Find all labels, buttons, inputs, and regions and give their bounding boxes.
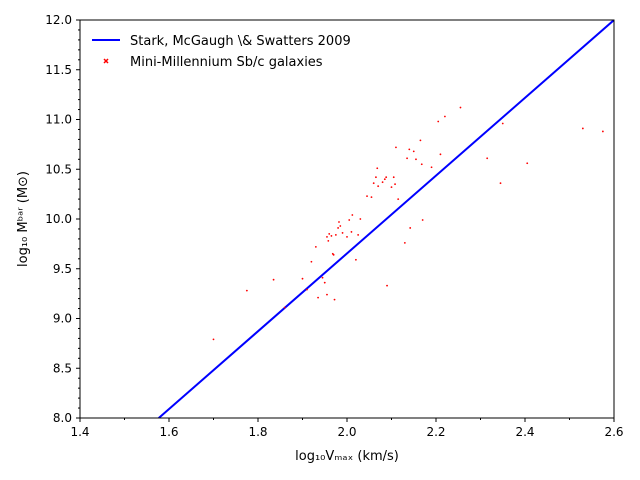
scatter-point xyxy=(385,176,388,179)
scatter-point xyxy=(501,122,504,125)
scatter-point xyxy=(415,158,417,161)
scatter-point xyxy=(317,296,319,299)
scatter-point xyxy=(334,234,337,236)
x-tick-label: 1.4 xyxy=(70,425,89,439)
scatter-point xyxy=(581,127,584,130)
scatter-point xyxy=(321,276,324,279)
legend-label-line: Stark, McGaugh \& Swatters 2009 xyxy=(130,34,351,49)
plot-frame xyxy=(79,19,615,419)
scatter-point xyxy=(333,298,336,301)
scatter-point xyxy=(437,120,440,123)
x-tick-label: 2.4 xyxy=(515,425,534,439)
scatter-point xyxy=(444,115,446,118)
scatter-point xyxy=(212,338,215,341)
scatter-point xyxy=(381,181,384,184)
y-tick-label: 11.5 xyxy=(45,63,72,77)
scatter-point xyxy=(332,253,335,256)
plot-marks xyxy=(158,20,614,418)
scatter-point xyxy=(601,130,604,133)
x-tick-label: 2.0 xyxy=(337,425,356,439)
scatter-point xyxy=(386,284,388,287)
scatter-point xyxy=(330,235,333,237)
scatter-point xyxy=(375,176,377,179)
scatter-point xyxy=(337,227,339,229)
scatter-point xyxy=(383,178,386,181)
scatter-point xyxy=(283,306,286,309)
x-tick-label: 2.6 xyxy=(604,425,623,439)
scatter-point xyxy=(420,163,423,166)
scatter-point xyxy=(328,233,331,235)
scatter-point xyxy=(403,241,406,244)
scatter-point xyxy=(430,166,433,169)
legend-marker-swatch xyxy=(103,58,109,64)
scatter-point xyxy=(272,278,275,281)
scatter-point xyxy=(314,245,317,248)
y-tick-label: 11.0 xyxy=(45,113,72,127)
scatter-point xyxy=(350,231,353,233)
scatter-point xyxy=(346,236,348,238)
scatter-point xyxy=(326,236,328,238)
series-line xyxy=(158,20,614,418)
scatter-point xyxy=(377,185,380,188)
scatter-point xyxy=(439,153,442,156)
scatter-point xyxy=(390,186,393,189)
scatter-point xyxy=(338,221,340,223)
scatter-point xyxy=(526,162,529,165)
legend: Stark, McGaugh \& Swatters 2009 Mini-Mil… xyxy=(92,34,351,70)
x-axis-label: log₁₀Vₘₐₓ (km/s) xyxy=(295,449,399,464)
x-tick-label: 1.8 xyxy=(248,425,267,439)
scatter-point xyxy=(486,157,489,160)
scatter-point xyxy=(392,176,395,179)
scatter-point xyxy=(341,232,344,234)
scatter-point xyxy=(370,196,373,199)
scatter-point xyxy=(357,234,360,236)
scatter-point xyxy=(459,106,462,109)
scatter-point xyxy=(306,288,308,291)
scatter-point xyxy=(397,198,400,201)
scatter-point xyxy=(412,150,415,153)
y-tick-label: 12.0 xyxy=(45,13,72,27)
scatter-point xyxy=(406,157,408,160)
scatter-point xyxy=(348,219,351,221)
x-tick-label: 1.6 xyxy=(159,425,178,439)
scatter-point xyxy=(376,167,379,170)
scatter-point xyxy=(326,293,328,296)
scatter-point xyxy=(395,146,397,149)
scatter-point xyxy=(339,225,342,227)
scatter-point xyxy=(301,277,304,280)
scatter-point xyxy=(351,214,354,216)
scatter-point xyxy=(409,227,412,229)
scatter-point xyxy=(366,195,368,198)
scatter-point xyxy=(394,183,396,186)
y-axis-label: log₁₀ Mᵇᵃʳ (M⊙) xyxy=(16,171,31,267)
y-tick-label: 9.0 xyxy=(53,312,72,326)
scatter-point xyxy=(245,289,248,292)
y-tick-label: 8.0 xyxy=(53,411,72,425)
scatter-point xyxy=(310,260,313,263)
scatter-point xyxy=(499,182,502,185)
y-tick-label: 10.5 xyxy=(45,162,72,176)
x-tick-label: 2.2 xyxy=(426,425,445,439)
scatter-point xyxy=(327,239,330,242)
scatter-point xyxy=(355,258,357,261)
scatter-point xyxy=(359,218,362,220)
y-tick-label: 8.5 xyxy=(53,361,72,375)
axis-ticks: 1.4 1.6 1.8 2.0 2.2 2.4 2.6 8.0 8.5 9.0 9.5 10.0 10.… xyxy=(45,13,623,439)
scatter-point xyxy=(408,148,411,151)
legend-label-scatter: Mini-Millennium Sb/c galaxies xyxy=(130,55,323,70)
scatter-point xyxy=(421,219,424,221)
y-tick-label: 10.0 xyxy=(45,212,72,226)
scatter-point xyxy=(372,182,375,185)
scatter-point xyxy=(323,281,326,284)
y-tick-label: 9.5 xyxy=(53,262,72,276)
scatter-point xyxy=(419,139,422,142)
